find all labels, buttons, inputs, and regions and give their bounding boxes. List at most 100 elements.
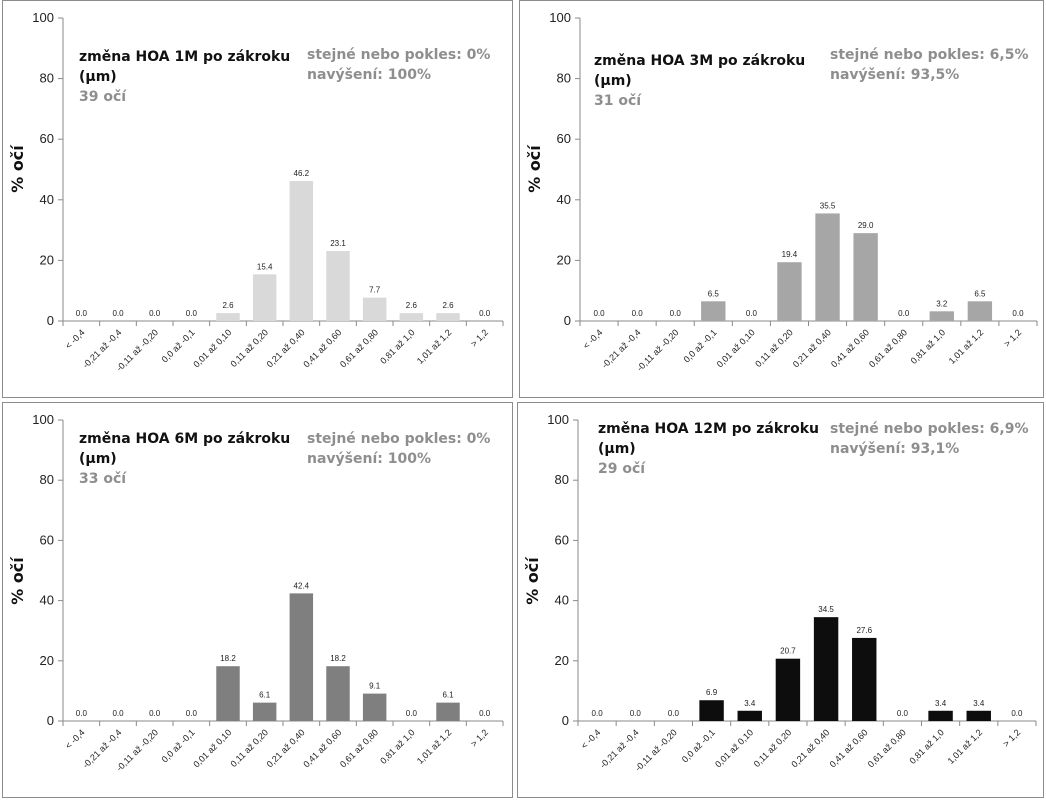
bar <box>928 710 953 721</box>
bar <box>399 313 424 321</box>
y-tick-label: 0 <box>47 713 54 728</box>
x-tick-label: 0,21 až 0,40 <box>265 727 307 769</box>
data-label: 2.6 <box>222 301 234 310</box>
y-tick-label: 60 <box>40 131 54 146</box>
y-tick-label: 0 <box>564 313 571 328</box>
x-tick-label: 0,0 až -0,1 <box>160 727 197 764</box>
y-tick-label: 80 <box>555 472 569 487</box>
data-label: 0.0 <box>406 709 418 718</box>
data-label: 0.0 <box>186 309 198 318</box>
bar <box>436 702 460 721</box>
y-tick-label: 20 <box>40 252 54 267</box>
bar <box>853 233 878 321</box>
data-label: 3.4 <box>744 699 756 708</box>
chart-panel-12m: 0 20 40 60 80 100% očí 0.0 < -0,4 0.0 -0,21 až -0… <box>517 402 1044 798</box>
x-tick-label: 0,0 až -0,1 <box>680 727 717 764</box>
bar <box>813 617 839 721</box>
data-label: 0.0 <box>149 309 161 318</box>
data-label: 0.0 <box>670 309 682 318</box>
data-label: 27.6 <box>856 626 872 635</box>
data-label: 20.7 <box>780 647 796 656</box>
data-label: 18.2 <box>330 654 346 663</box>
bar <box>967 301 993 321</box>
bar <box>252 702 277 721</box>
x-tick-label: 0,0 až -0,1 <box>682 327 719 364</box>
data-label: 6.1 <box>259 691 271 700</box>
bar <box>289 593 314 721</box>
data-label: 6.9 <box>706 688 718 697</box>
x-tick-label: 0,61 až 0,80 <box>866 727 908 769</box>
x-tick-label: 0,41 až 0,60 <box>301 727 343 769</box>
data-label: 0.0 <box>112 309 124 318</box>
data-label: 0.0 <box>668 709 680 718</box>
data-label: 0.0 <box>76 309 88 318</box>
y-tick-label: 100 <box>32 10 54 25</box>
y-tick-label: 0 <box>47 313 54 328</box>
data-label: 34.5 <box>818 605 834 614</box>
data-label: 0.0 <box>593 309 605 318</box>
data-label: 9.1 <box>369 682 381 691</box>
data-label: 0.0 <box>898 309 910 318</box>
data-label: 6.1 <box>442 691 454 700</box>
y-tick-label: 40 <box>555 593 569 608</box>
data-label: 0.0 <box>897 709 909 718</box>
data-label: 0.0 <box>479 309 491 318</box>
x-tick-label: 0,11 až 0,20 <box>753 327 795 369</box>
x-tick-label: < -0,4 <box>63 727 87 751</box>
data-label: 0.0 <box>746 309 758 318</box>
y-tick-label: 20 <box>40 653 54 668</box>
x-tick-label: < -0,4 <box>63 327 87 351</box>
x-tick-label: > 1,2 <box>1002 327 1023 348</box>
bar <box>289 181 314 321</box>
data-label: 46.2 <box>294 169 310 178</box>
x-tick-label: 0,01 až 0,10 <box>715 327 757 369</box>
chart-annotation: stejné nebo pokles: 0% navýšení: 100% <box>307 431 491 467</box>
x-tick-label: 0,61 až 0,80 <box>338 327 380 369</box>
bar <box>852 637 877 721</box>
data-label: 6.5 <box>974 289 986 298</box>
data-label: 0.0 <box>479 709 491 718</box>
bar <box>326 251 350 321</box>
x-tick-label: 0,61 až 0,80 <box>867 327 909 369</box>
bar <box>701 301 726 321</box>
data-label: 35.5 <box>820 201 836 210</box>
bar <box>362 297 387 321</box>
x-tick-label: 0,21 až 0,40 <box>791 327 833 369</box>
bar <box>777 262 802 321</box>
bar <box>252 274 277 321</box>
x-tick-label: 0,01 až 0,10 <box>713 727 755 769</box>
data-label: 0.0 <box>76 709 88 718</box>
chart-annotation: stejné nebo pokles: 6,5% navýšení: 93,5% <box>830 47 1029 83</box>
x-tick-label: < -0,4 <box>579 727 603 751</box>
x-tick-label: 0,21 až 0,40 <box>265 327 307 369</box>
x-tick-label: 0,41 až 0,60 <box>301 327 343 369</box>
x-tick-label: 0,01 až 0,10 <box>191 727 233 769</box>
data-label: 2.6 <box>442 301 454 310</box>
y-tick-label: 100 <box>32 412 54 427</box>
data-label: 0.0 <box>112 709 124 718</box>
chart-subtitle: 31 očí <box>594 93 642 109</box>
bar <box>815 213 840 321</box>
data-label: 7.7 <box>369 286 381 295</box>
x-tick-label: 1,01 až 1,2 <box>415 327 454 366</box>
y-tick-label: 80 <box>557 71 571 86</box>
y-tick-label: 40 <box>557 192 571 207</box>
bar <box>775 658 801 721</box>
data-label: 23.1 <box>330 239 346 248</box>
bar <box>966 710 991 721</box>
bar <box>436 313 460 321</box>
y-tick-label: 40 <box>40 593 54 608</box>
data-label: 18.2 <box>220 654 236 663</box>
x-tick-label: 1,01 až 1,2 <box>415 727 454 766</box>
y-axis-label: % očí <box>525 144 544 193</box>
x-tick-label: 0,81 až 1,0 <box>378 727 417 766</box>
bar <box>699 700 724 721</box>
chart-panel-6m: 0 20 40 60 80 100% očí 0.0 < -0,4 0.0 -0,21 až -0… <box>2 402 513 798</box>
x-tick-label: 0,41 až 0,60 <box>828 727 870 769</box>
bar <box>216 313 240 321</box>
data-label: 0.0 <box>1012 309 1024 318</box>
chart-annotation: stejné nebo pokles: 6,9% navýšení: 93,1% <box>830 421 1029 457</box>
